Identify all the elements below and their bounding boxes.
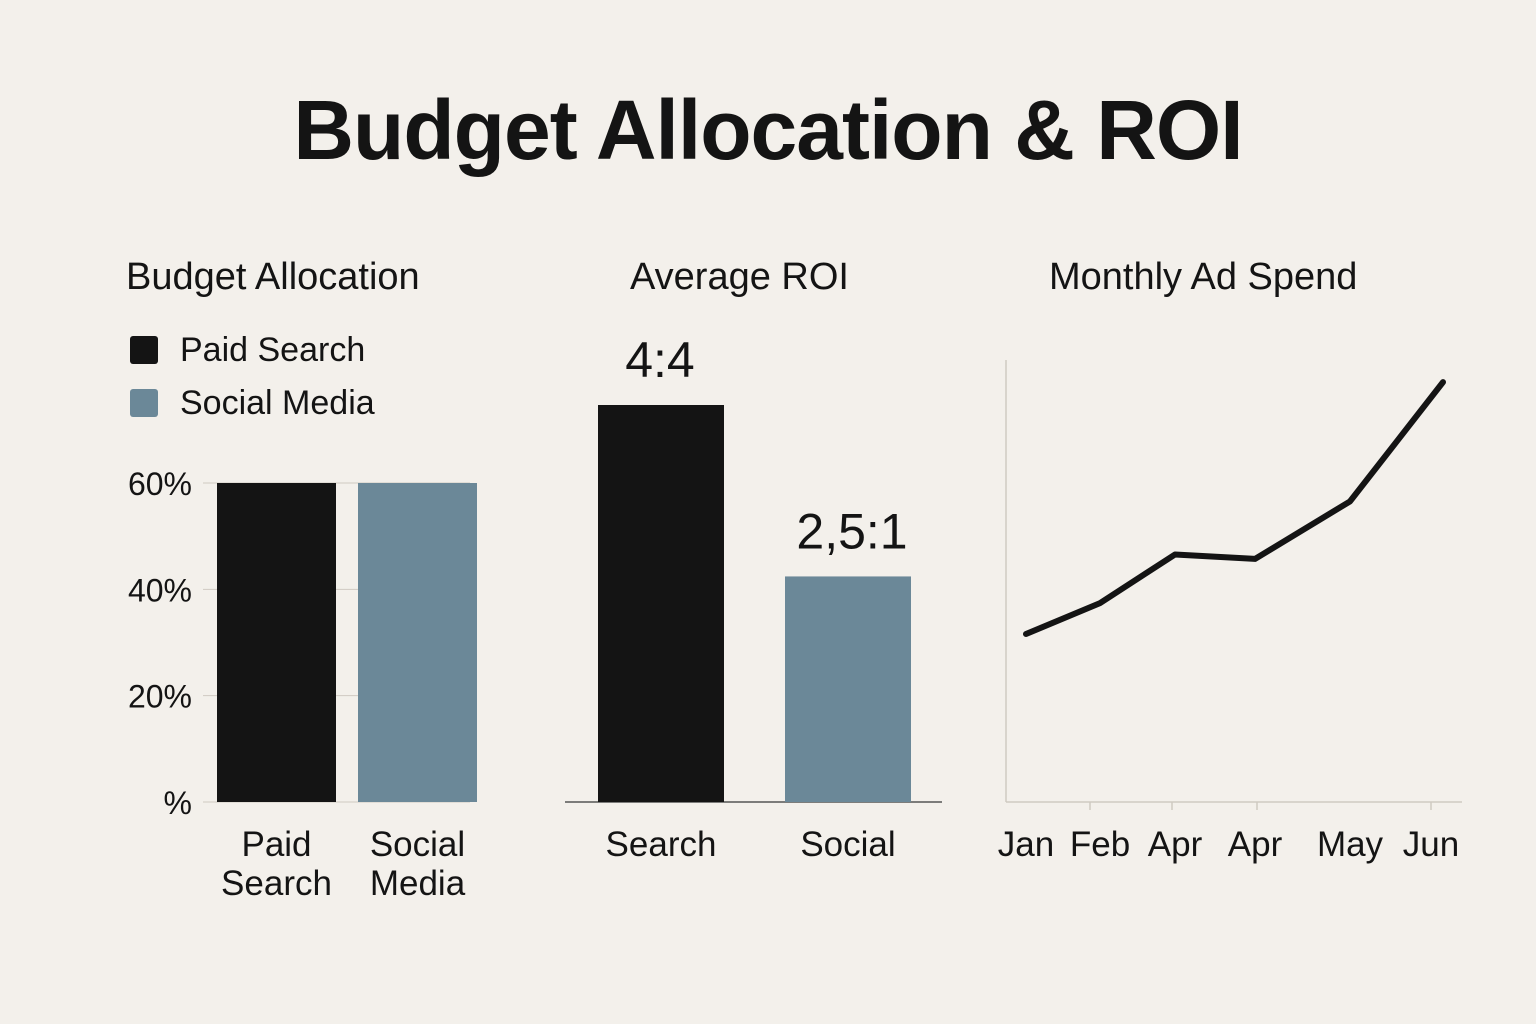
x-tick-label: Social <box>370 825 465 864</box>
x-tick-label: Apr <box>1228 825 1283 864</box>
legend-swatch-1 <box>130 336 158 364</box>
y-tick-label: 60% <box>128 466 192 502</box>
y-tick-label: % <box>164 785 192 821</box>
x-tick-label: Jan <box>998 825 1054 864</box>
x-tick-label: Paid <box>241 825 311 864</box>
x-tick-label: Search <box>221 864 332 903</box>
x-tick-label: May <box>1317 825 1384 864</box>
average-roi-title: Average ROI <box>630 256 849 298</box>
x-tick-label: Search <box>606 825 717 864</box>
bar-roi-social <box>785 576 911 802</box>
bar-social-media <box>358 483 477 802</box>
x-tick-label: Media <box>370 864 466 903</box>
data-label-social: 2,5:1 <box>796 503 907 559</box>
y-tick-label: 20% <box>128 679 192 715</box>
legend-label-1: Paid Search <box>180 331 365 369</box>
legend-swatch-2 <box>130 389 158 417</box>
legend-label-2: Social Media <box>180 384 375 422</box>
x-tick-label: Feb <box>1070 825 1130 864</box>
x-tick-label: Social <box>800 825 895 864</box>
monthly-ad-spend-title: Monthly Ad Spend <box>1049 256 1358 298</box>
line-monthly-ad-spend <box>1023 379 1446 637</box>
x-tick-label: Apr <box>1148 825 1203 864</box>
page-title: Budget Allocation & ROI <box>293 83 1243 177</box>
bar-roi-search <box>598 405 724 802</box>
bar-paid-search <box>217 483 336 802</box>
data-label-search: 4:4 <box>625 332 695 388</box>
y-tick-label: 40% <box>128 572 192 608</box>
x-tick-label: Jun <box>1403 825 1459 864</box>
budget-allocation-title: Budget Allocation <box>126 256 420 298</box>
